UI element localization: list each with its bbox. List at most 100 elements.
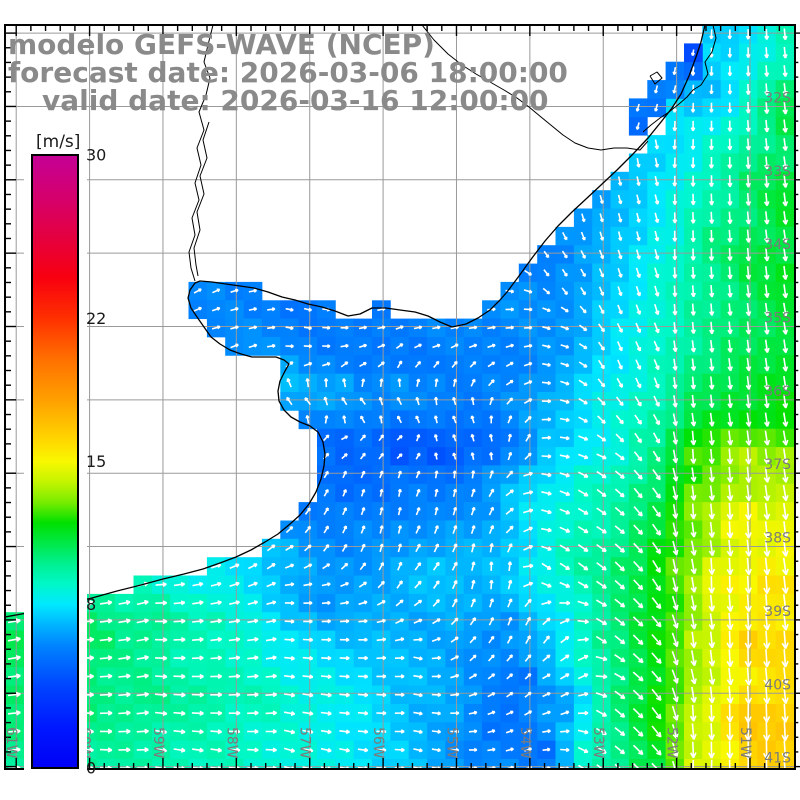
wind-arrow <box>708 156 715 169</box>
wind-arrow <box>708 376 715 390</box>
wind-arrow <box>379 488 384 497</box>
wind-arrow <box>615 414 624 425</box>
wind-arrow <box>523 380 533 386</box>
wind-arrow <box>302 766 313 768</box>
wind-arrow <box>432 598 440 607</box>
wind-arrow <box>709 358 715 372</box>
wind-arrow <box>690 723 697 740</box>
wind-arrow <box>654 285 660 297</box>
wind-arrow <box>671 650 679 666</box>
wind-arrow <box>708 448 715 465</box>
colorbar-tick-label: 8 <box>86 595 96 614</box>
wind-arrow <box>155 600 168 606</box>
wind-arrow <box>651 670 662 683</box>
wind-arrow <box>99 765 113 768</box>
wind-arrow <box>690 686 697 703</box>
wind-arrow <box>302 747 314 753</box>
wind-arrow <box>708 704 716 722</box>
wind-arrow <box>488 616 494 626</box>
wind-arrow <box>782 137 788 151</box>
wind-arrow <box>432 580 440 589</box>
wind-arrow <box>416 378 421 387</box>
wind-arrow <box>632 653 644 664</box>
wind-arrow <box>763 667 771 686</box>
wind-arrow <box>782 448 789 465</box>
wind-arrow <box>596 453 607 460</box>
wind-arrow <box>542 654 551 662</box>
wind-arrow <box>727 138 733 151</box>
wind-arrow <box>266 618 277 624</box>
wind-arrow <box>763 247 770 262</box>
wind-arrow <box>577 581 589 589</box>
wind-arrow <box>248 563 258 570</box>
wind-arrow <box>672 248 678 261</box>
wind-arrow <box>523 325 533 330</box>
wind-arrow <box>413 766 423 768</box>
wind-arrow <box>323 396 329 406</box>
wind-arrow <box>414 360 422 368</box>
wind-arrow <box>595 599 608 607</box>
wind-arrow <box>414 561 422 571</box>
wind-arrow <box>781 722 789 742</box>
wind-arrow <box>339 729 350 735</box>
wind-arrow <box>727 229 733 243</box>
wind-arrow <box>581 213 586 223</box>
wind-arrow <box>377 361 385 368</box>
wind-arrow <box>378 452 385 460</box>
wind-arrow <box>210 618 223 624</box>
wind-arrow <box>690 448 697 464</box>
latitude-label: 36S <box>764 384 791 400</box>
wind-arrow <box>489 470 494 479</box>
wind-arrow <box>505 729 514 734</box>
wind-arrow <box>762 703 771 723</box>
wind-cell <box>482 759 501 768</box>
wind-arrow <box>651 615 662 628</box>
wind-arrow <box>394 674 405 679</box>
wind-arrow <box>652 505 661 518</box>
wind-arrow <box>690 376 697 390</box>
wind-arrow <box>635 377 642 389</box>
wind-arrow <box>690 212 696 224</box>
wind-cell <box>96 759 116 768</box>
wind-arrow <box>727 248 733 262</box>
wind-arrow <box>614 690 626 700</box>
wind-arrow <box>652 450 661 463</box>
wind-arrow <box>614 616 626 626</box>
wind-arrow <box>617 213 623 223</box>
wind-arrow <box>559 526 571 533</box>
wind-arrow <box>339 710 350 716</box>
wind-arrow <box>726 668 734 686</box>
wind-arrow <box>360 525 366 534</box>
wind-cell <box>463 759 483 768</box>
wind-arrow <box>471 579 476 590</box>
wind-arrow <box>451 598 458 608</box>
wind-arrow <box>782 375 789 391</box>
wind-arrow <box>726 594 734 612</box>
wind-arrow <box>727 266 733 280</box>
wind-arrow <box>782 192 789 207</box>
wind-arrow <box>726 485 734 502</box>
wind-cell <box>610 759 630 768</box>
wind-arrow <box>541 509 552 515</box>
wind-arrow <box>577 489 589 497</box>
wind-arrow <box>617 176 623 187</box>
wind-cell <box>555 759 575 768</box>
wind-arrow <box>727 211 733 225</box>
wind-arrow <box>709 321 715 335</box>
wind-arrow <box>597 397 606 406</box>
wind-arrow <box>690 157 696 169</box>
wind-arrow <box>672 395 678 408</box>
wind-arrow <box>247 600 259 606</box>
wind-arrow <box>358 343 368 348</box>
wind-cell <box>445 759 465 768</box>
wind-cell <box>353 759 373 768</box>
wind-arrow <box>783 759 786 768</box>
wind-arrow <box>672 431 679 445</box>
wind-arrow <box>615 396 624 407</box>
inland-river-border-line <box>188 26 214 282</box>
wind-arrow <box>671 669 679 684</box>
wind-arrow <box>671 614 679 629</box>
wind-arrow <box>654 157 660 168</box>
wind-arrow <box>596 562 607 571</box>
